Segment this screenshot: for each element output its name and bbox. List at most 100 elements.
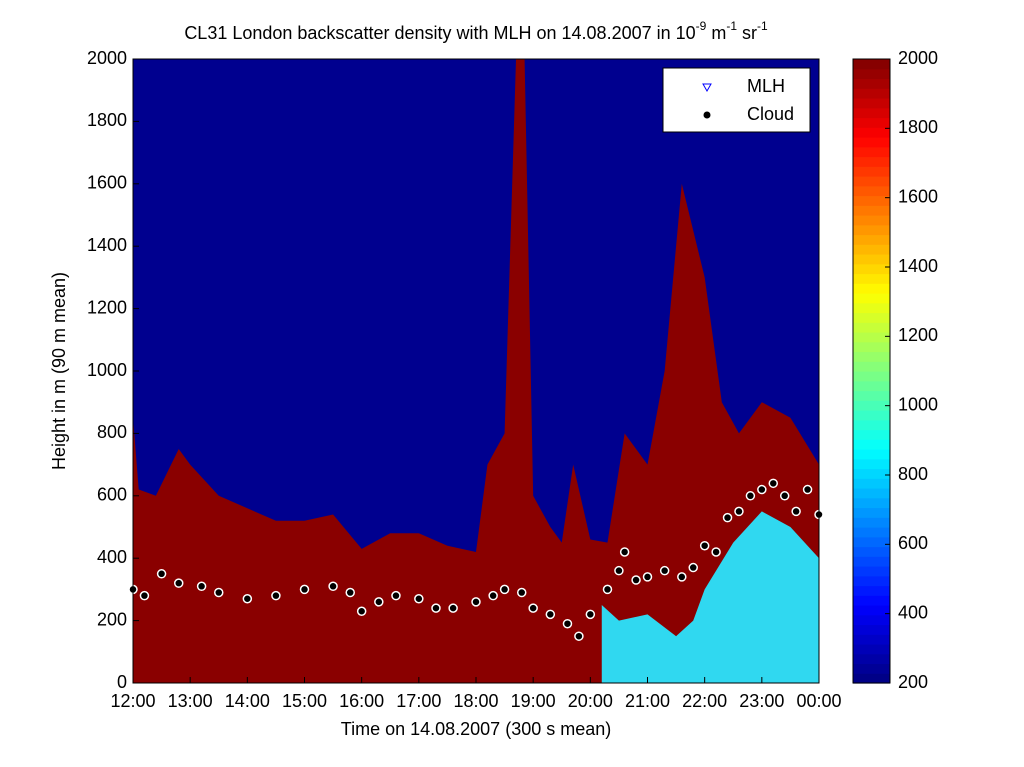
y-tick-label: 600 bbox=[97, 485, 127, 505]
colorbar-cell bbox=[853, 585, 890, 596]
colorbar-cell bbox=[853, 605, 890, 616]
colorbar-cell bbox=[853, 527, 890, 538]
colorbar-tick-label: 800 bbox=[898, 464, 928, 484]
cloud-point bbox=[699, 540, 710, 551]
cloud-point bbox=[196, 581, 207, 592]
x-tick-label: 17:00 bbox=[396, 691, 441, 711]
x-tick-label: 22:00 bbox=[682, 691, 727, 711]
cloud-point bbox=[768, 478, 779, 489]
colorbar-cell bbox=[853, 312, 890, 323]
y-axis-label: Height in m (90 m mean) bbox=[49, 272, 69, 470]
colorbar-cell bbox=[853, 410, 890, 421]
title-part: -9 bbox=[696, 19, 707, 33]
x-tick-label: 18:00 bbox=[453, 691, 498, 711]
x-axis-label: Time on 14.08.2007 (300 s mean) bbox=[341, 719, 612, 739]
cloud-point bbox=[562, 618, 573, 629]
colorbar-cell bbox=[853, 176, 890, 187]
colorbar-tick-label: 1800 bbox=[898, 117, 938, 137]
cloud-point bbox=[585, 609, 596, 620]
title-part: CL31 London backscatter density with MLH… bbox=[184, 23, 695, 43]
colorbar-cell bbox=[853, 429, 890, 440]
cloud-point bbox=[139, 590, 150, 601]
cloud-point bbox=[688, 562, 698, 573]
colorbar-cell bbox=[853, 98, 890, 109]
cloud-point bbox=[545, 609, 556, 620]
x-tick-label: 23:00 bbox=[739, 691, 784, 711]
legend-marker bbox=[703, 111, 711, 119]
colorbar-tick-label: 200 bbox=[898, 672, 928, 692]
x-tick-label: 00:00 bbox=[796, 691, 841, 711]
colorbar-tick-label: 600 bbox=[898, 533, 928, 553]
colorbar-cell bbox=[853, 556, 890, 567]
cloud-point bbox=[677, 572, 687, 582]
colorbar-cell bbox=[853, 244, 890, 255]
title-part: -1 bbox=[757, 19, 768, 33]
cloud-point bbox=[528, 603, 538, 613]
legend: MLH Cloud bbox=[662, 67, 811, 133]
cloud-point bbox=[516, 587, 527, 598]
colorbar-cell bbox=[853, 273, 890, 284]
colorbar-cell bbox=[853, 380, 890, 392]
cloud-point bbox=[779, 491, 790, 501]
colorbar-cell bbox=[853, 302, 890, 314]
y-tick-label: 1200 bbox=[87, 297, 127, 317]
colorbar-cell bbox=[853, 59, 890, 70]
colorbar-cell bbox=[853, 663, 890, 674]
cloud-point bbox=[659, 565, 670, 576]
colorbar-cell bbox=[853, 254, 890, 265]
y-tick-label: 1400 bbox=[87, 235, 127, 255]
colorbar-cell bbox=[853, 371, 890, 382]
legend-label: MLH bbox=[747, 76, 785, 96]
colorbar-cell bbox=[853, 361, 890, 372]
low-layer bbox=[601, 511, 819, 683]
cloud-point bbox=[711, 547, 721, 557]
cloud-point bbox=[602, 584, 613, 595]
colorbar-cell bbox=[853, 536, 890, 548]
y-tick-label: 1600 bbox=[87, 173, 127, 193]
colorbar-cell bbox=[853, 185, 890, 197]
cloud-point bbox=[356, 606, 367, 616]
colorbar-cell bbox=[853, 439, 890, 450]
colorbar-tick-label: 1400 bbox=[898, 256, 938, 276]
cloud-point bbox=[802, 484, 813, 495]
y-tick-label: 1000 bbox=[87, 360, 127, 380]
colorbar-cell bbox=[853, 624, 890, 635]
title-part: m bbox=[706, 23, 726, 43]
cloud-point bbox=[499, 584, 510, 595]
cloud-point bbox=[173, 578, 184, 588]
colorbar-cell bbox=[853, 332, 890, 343]
colorbar-cell bbox=[853, 507, 890, 518]
colorbar-cell bbox=[853, 614, 890, 626]
colorbar-cell bbox=[853, 68, 890, 80]
colorbar-cell bbox=[853, 234, 890, 245]
colorbar-cell bbox=[853, 546, 890, 557]
colorbar-tick-label: 1200 bbox=[898, 325, 938, 345]
colorbar-cell bbox=[853, 88, 890, 99]
y-tick-label: 1800 bbox=[87, 110, 127, 130]
x-tick-label: 16:00 bbox=[339, 691, 384, 711]
y-tick-label: 400 bbox=[97, 547, 127, 567]
colorbar-frame bbox=[852, 58, 891, 684]
cloud-point bbox=[631, 575, 641, 585]
cloud-point bbox=[488, 590, 498, 601]
y-tick-label: 800 bbox=[97, 422, 127, 442]
colorbar-cell bbox=[853, 468, 890, 479]
x-tick-label: 19:00 bbox=[511, 691, 556, 711]
colorbar-cell bbox=[853, 575, 890, 587]
title-part: -1 bbox=[726, 19, 737, 33]
colorbar-cell bbox=[853, 127, 890, 138]
colorbar-cell bbox=[853, 458, 890, 470]
colorbar-tick-label: 1600 bbox=[898, 186, 938, 206]
colorbar-cell bbox=[853, 166, 890, 177]
colorbar-cell bbox=[853, 653, 890, 665]
colorbar-cell bbox=[853, 517, 890, 528]
y-tick-label: 200 bbox=[97, 609, 127, 629]
colorbar-cell bbox=[853, 283, 890, 294]
colorbar-cell bbox=[853, 595, 890, 606]
cloud-point bbox=[745, 491, 756, 501]
colorbar-cell bbox=[853, 419, 890, 431]
colorbar-cell bbox=[853, 478, 890, 489]
cloud-point bbox=[431, 603, 441, 613]
